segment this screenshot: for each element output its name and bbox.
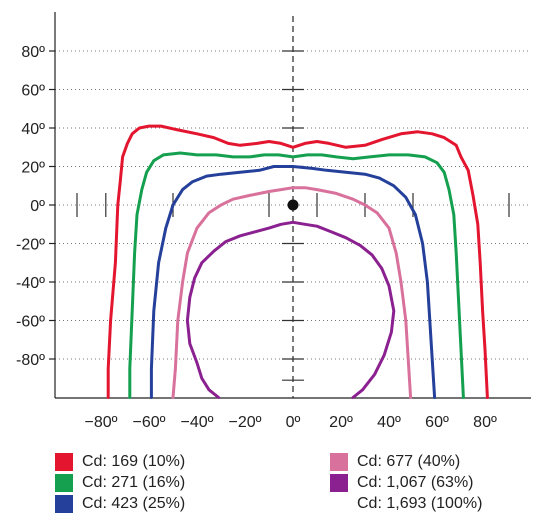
x-tick-label: −20º bbox=[229, 414, 262, 431]
legend-swatch bbox=[330, 453, 348, 471]
legend-swatch bbox=[55, 495, 73, 513]
y-tick-label: -40º bbox=[16, 275, 45, 292]
y-tick-label: 40º bbox=[21, 121, 45, 138]
legend-swatch bbox=[55, 474, 73, 492]
legend-label: Cd: 1,693 (100%) bbox=[357, 495, 483, 512]
y-tick-label: 80º bbox=[21, 44, 45, 61]
y-tick-label: -60º bbox=[16, 314, 45, 331]
x-tick-label: 60º bbox=[425, 414, 449, 431]
legend-item: Cd: 169 (10%) bbox=[55, 452, 185, 472]
legend-label: Cd: 423 (25%) bbox=[82, 495, 186, 512]
series-line bbox=[171, 186, 413, 399]
legend-label: Cd: 271 (16%) bbox=[82, 474, 186, 491]
x-tick-label: −40º bbox=[181, 414, 214, 431]
isocandela-chart: 80º 60º 40º 20º 0º -20º -40º -60º -80º −80º −60º −4… bbox=[16, 12, 531, 431]
series-line bbox=[149, 165, 437, 399]
legend-item: Cd: 271 (16%) bbox=[55, 473, 185, 493]
tick-label-layer: 80º 60º 40º 20º 0º -20º -40º -60º -80º −80º −60º −4… bbox=[16, 44, 497, 431]
legend-label: Cd: 1,067 (63%) bbox=[357, 474, 474, 491]
legend: Cd: 169 (10%) Cd: 271 (16%) Cd: 423 (25%… bbox=[0, 452, 546, 517]
legend-item: Cd: 677 (40%) bbox=[330, 452, 460, 472]
series-line bbox=[128, 151, 465, 399]
legend-swatch bbox=[330, 474, 348, 492]
x-tick-label: 0º bbox=[286, 414, 301, 431]
y-tick-label: 20º bbox=[21, 160, 45, 177]
series-line bbox=[106, 124, 489, 399]
series-layer bbox=[106, 124, 489, 399]
center-marker bbox=[287, 199, 299, 211]
x-tick-label: −60º bbox=[133, 414, 166, 431]
x-tick-label: 20º bbox=[329, 414, 353, 431]
y-tick-label: 60º bbox=[21, 83, 45, 100]
x-tick-label: 80º bbox=[473, 414, 497, 431]
y-tick-label: -80º bbox=[16, 352, 45, 369]
x-tick-label: 40º bbox=[377, 414, 401, 431]
legend-item: Cd: 423 (25%) bbox=[55, 494, 185, 514]
series-line bbox=[185, 220, 396, 399]
legend-item: Cd: 1,067 (63%) bbox=[330, 473, 474, 493]
legend-label: Cd: 677 (40%) bbox=[357, 453, 461, 470]
y-tick-label: 0º bbox=[30, 198, 45, 215]
legend-label: Cd: 169 (10%) bbox=[82, 453, 186, 470]
legend-swatch bbox=[330, 495, 348, 513]
x-tick-label: −80º bbox=[85, 414, 118, 431]
legend-swatch bbox=[55, 453, 73, 471]
y-tick-label: -20º bbox=[16, 237, 45, 254]
legend-item: Cd: 1,693 (100%) bbox=[330, 494, 482, 514]
